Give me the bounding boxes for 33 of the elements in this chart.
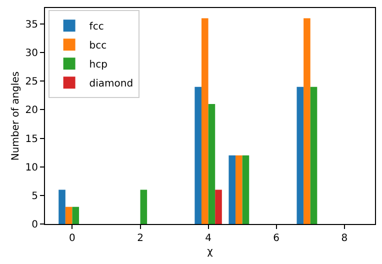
y-tick-label: 35: [25, 20, 38, 30]
bar: [140, 190, 148, 224]
y-axis-title: Number of angles: [10, 71, 22, 161]
bar: [65, 206, 72, 224]
bar: [296, 86, 304, 224]
bar: [304, 18, 310, 224]
x-tick-label: 4: [205, 233, 212, 244]
bar: [236, 155, 242, 224]
x-tick-label: 0: [69, 233, 76, 244]
y-tick-label: 5: [32, 190, 38, 202]
y-tick-label: 20: [25, 105, 38, 116]
bar: [58, 190, 66, 224]
x-tick-label: 8: [341, 233, 348, 244]
y-tick-label: 15: [25, 134, 38, 145]
x-axis-title: χ: [207, 246, 214, 258]
y-tick-label: 25: [25, 76, 38, 88]
legend-label: bcc: [89, 40, 107, 52]
bar: [228, 155, 236, 224]
bar: [72, 206, 80, 224]
bar: [310, 86, 318, 224]
legend-label: hcp: [89, 60, 108, 71]
y-tick-label: 10: [25, 162, 38, 174]
bar: [208, 104, 216, 224]
y-tick-label: 0: [32, 220, 38, 230]
bar: [201, 18, 208, 224]
bar: [242, 155, 250, 224]
legend-label: diamond: [89, 78, 134, 90]
x-tick-label: 6: [273, 233, 280, 244]
x-tick-label: 2: [137, 233, 144, 244]
bar: [215, 190, 222, 224]
y-tick-label: 30: [25, 48, 38, 60]
legend-label: fcc: [89, 22, 104, 33]
bar: [194, 86, 202, 224]
